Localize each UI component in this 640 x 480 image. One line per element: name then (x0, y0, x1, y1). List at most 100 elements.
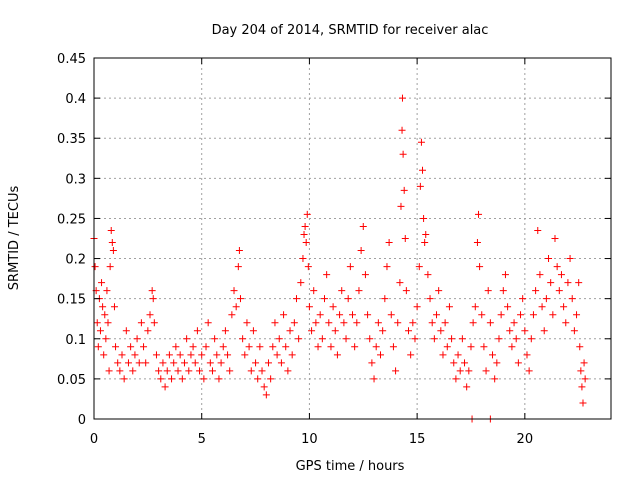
data-point (364, 311, 372, 319)
data-point (98, 279, 106, 287)
data-point (215, 375, 223, 383)
y-tick-label: 0 (78, 413, 86, 428)
data-point (249, 327, 257, 335)
data-point (93, 319, 101, 327)
data-point (336, 311, 344, 319)
data-point (359, 222, 367, 230)
data-point (185, 367, 193, 375)
data-point (219, 343, 227, 351)
data-point (372, 343, 380, 351)
data-point (542, 295, 550, 303)
data-point (573, 311, 581, 319)
data-point (456, 367, 464, 375)
data-point (180, 359, 188, 367)
data-point (196, 367, 204, 375)
data-point (493, 359, 501, 367)
data-point (305, 303, 313, 311)
data-point (221, 327, 229, 335)
data-point (402, 287, 410, 295)
data-point (267, 375, 275, 383)
data-point (159, 359, 167, 367)
data-point (551, 235, 559, 242)
data-point (200, 375, 208, 383)
data-point (411, 335, 419, 343)
data-point (316, 311, 324, 319)
data-point (310, 287, 318, 295)
data-point (120, 375, 128, 383)
data-point (538, 303, 546, 311)
data-point (495, 335, 503, 343)
x-tick-label: 10 (301, 432, 318, 447)
data-point (325, 319, 333, 327)
data-point (568, 295, 576, 303)
data-point (576, 343, 584, 351)
data-point (149, 295, 157, 303)
data-point (140, 343, 148, 351)
data-point (269, 343, 277, 351)
x-tick-label: 15 (409, 432, 426, 447)
data-point (252, 359, 260, 367)
data-point (314, 343, 322, 351)
data-point (303, 210, 311, 218)
data-point (564, 279, 572, 287)
data-point (463, 383, 471, 391)
data-point (101, 311, 109, 319)
data-point (213, 351, 221, 359)
y-tick-label: 0.3 (65, 172, 86, 187)
data-point (510, 319, 518, 327)
data-point (108, 239, 116, 247)
x-tick-label: 20 (517, 432, 534, 447)
data-point (383, 263, 391, 271)
data-point (288, 351, 296, 359)
data-point (499, 287, 507, 295)
data-point (581, 375, 589, 383)
data-point (448, 335, 456, 343)
data-point (458, 335, 466, 343)
data-point (258, 367, 266, 375)
data-point (540, 327, 548, 335)
tick-labels-layer: 0 0.05 0.1 0.15 0.2 0.25 0.3 0.35 0.4 0.45 0 5 10 15 2… (57, 52, 533, 447)
data-point (198, 351, 206, 359)
data-point (557, 271, 565, 279)
data-point (439, 351, 447, 359)
data-point (379, 327, 387, 335)
data-point (545, 255, 553, 263)
data-point (579, 399, 587, 407)
data-point (491, 375, 499, 383)
x-tick-label: 5 (198, 432, 206, 447)
data-point (129, 367, 137, 375)
grid-layer (94, 58, 611, 419)
data-point (420, 214, 428, 222)
data-point (351, 343, 359, 351)
data-point (202, 343, 210, 351)
data-point (562, 319, 570, 327)
data-point (131, 351, 139, 359)
data-point (208, 367, 216, 375)
data-point (262, 391, 270, 399)
plot-frame (93, 57, 612, 420)
data-point (96, 327, 104, 335)
data-point (570, 327, 578, 335)
data-point (344, 295, 352, 303)
data-point (415, 263, 423, 271)
data-point (428, 319, 436, 327)
data-point (235, 247, 243, 255)
data-point (529, 311, 537, 319)
data-point (232, 303, 240, 311)
data-point (304, 263, 312, 271)
data-point (329, 303, 337, 311)
data-point (433, 311, 441, 319)
data-point (349, 311, 356, 319)
data-point (422, 230, 430, 238)
data-point (176, 351, 184, 359)
data-point (525, 367, 533, 375)
data-point (284, 367, 292, 375)
data-point (275, 335, 283, 343)
data-point (441, 319, 449, 327)
data-point (168, 375, 176, 383)
data-point (514, 359, 522, 367)
data-point (327, 343, 335, 351)
data-point (163, 367, 171, 375)
data-point (396, 279, 404, 287)
data-point (486, 319, 494, 327)
